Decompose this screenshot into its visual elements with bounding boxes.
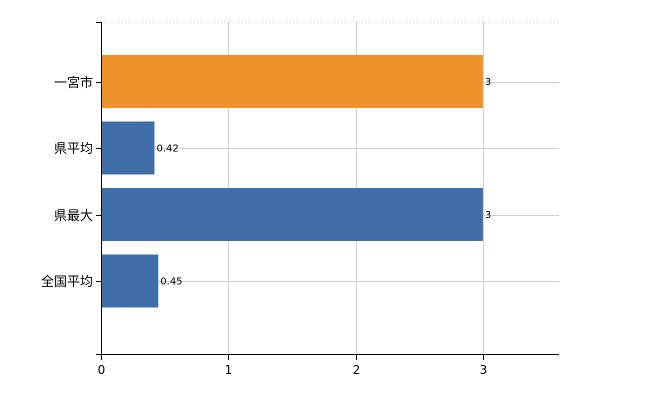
bars [102, 55, 483, 308]
data-label: 0.42 [156, 144, 178, 155]
x-tick-label: 0 [98, 363, 106, 377]
category-label: 県平均 [54, 142, 93, 157]
x-tick-label: 1 [225, 363, 233, 377]
bar-1 [102, 55, 483, 108]
data-label: 3 [485, 210, 491, 221]
x-tick-label: 2 [353, 363, 361, 377]
bar-2 [102, 121, 155, 175]
bar-3 [102, 188, 483, 241]
category-label: 一宮市 [54, 75, 93, 91]
axes [96, 22, 559, 360]
bar-4 [102, 254, 159, 308]
data-label: 3 [485, 77, 491, 88]
data-label: 0.45 [160, 277, 182, 288]
category-label: 県最大 [54, 209, 93, 224]
category-label: 全国平均 [41, 274, 93, 290]
x-tick-label: 3 [480, 363, 488, 377]
